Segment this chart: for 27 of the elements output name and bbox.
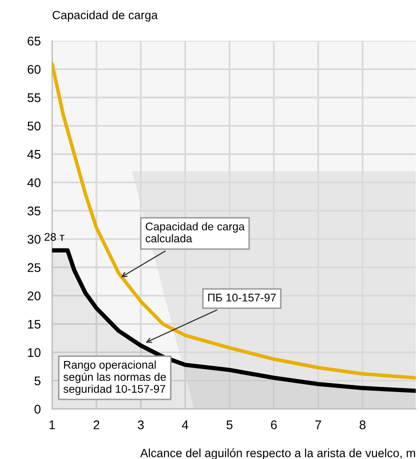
y-tick-label: 20 [28,292,40,300]
x-tick-label: 5 [226,420,232,430]
x-tick-label: 1 [50,420,55,430]
y-tick-label: 40 [27,178,40,188]
y-tick-label: 60 [28,64,40,74]
y-tick-label: 55 [28,93,40,102]
y-tick-label: 45 [27,150,40,159]
annotation: ПБ 10-157-97 [208,294,276,302]
y-tick-label: 15 [28,320,40,329]
x-tick-label: 3 [138,420,144,430]
x-tick-label: 6 [271,420,277,430]
annotation: 28 т [44,232,64,241]
y-tick-label: 0 [34,404,40,414]
y-tick-label: 35 [28,206,40,216]
x-tick-label: 4 [182,420,188,430]
y-tick-label: 30 [28,234,40,244]
annotation: Capacidad de carga calculada [146,222,245,242]
x-tick-label: 2 [94,420,100,430]
y-tick-label: 10 [28,348,40,357]
annotation: Rango operacional según las normas de seguridad 10-157-97 [63,360,166,396]
y-tick-label: 65 [28,36,40,46]
chart-title: Capacidad de carga [52,10,158,22]
y-tick-label: 5 [34,376,40,386]
x-tick-label: 8 [360,420,366,430]
y-tick-label: 25 [28,263,40,272]
y-tick-label: 50 [28,122,40,130]
x-tick-label: 7 [315,420,322,430]
